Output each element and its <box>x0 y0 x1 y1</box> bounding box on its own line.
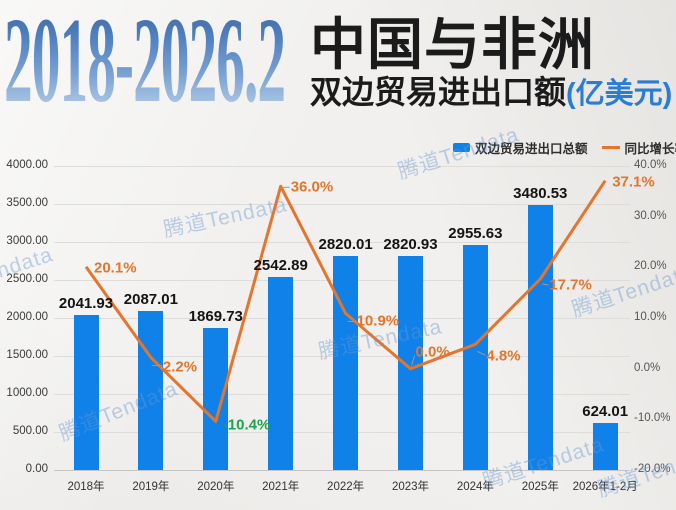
x-axis-label: 2023年 <box>391 481 430 493</box>
growth-rate-label: 10.9% <box>356 312 400 330</box>
left-axis-tick: 2500.00 <box>6 273 48 285</box>
line-series-legend-label: 同比增长率 <box>624 142 676 156</box>
growth-rate-label: 20.1% <box>94 259 137 277</box>
bar-value-label: 2041.93 <box>58 294 114 312</box>
trade-bar <box>592 422 618 470</box>
left-axis-tick: 0.00 <box>25 463 48 475</box>
trade-bar <box>527 205 553 470</box>
growth-rate-label: 0.0% <box>415 343 450 361</box>
trade-bar <box>203 327 229 470</box>
bar-value-label: 2820.01 <box>318 235 373 253</box>
x-axis-label: 2019年 <box>132 481 170 493</box>
trade-bar <box>462 245 488 470</box>
trade-bar <box>333 255 359 470</box>
title-subtitle-text: 双边贸易进出口额 <box>310 74 567 111</box>
bar-value-label: 2955.63 <box>448 225 503 243</box>
growth-rate-label: 36.0% <box>290 178 334 196</box>
left-axis-tick: 1000.00 <box>6 387 48 399</box>
grid-line <box>54 204 630 205</box>
trade-bar <box>268 276 294 470</box>
right-axis-tick: 40.0% <box>634 159 667 171</box>
bar-value-label: 2087.01 <box>123 291 179 309</box>
x-axis-label: 2021年 <box>262 481 300 493</box>
label-leader-line <box>411 355 415 366</box>
left-axis-tick: 1500.00 <box>6 349 48 361</box>
title-unit-label: (亿美元) <box>566 78 673 111</box>
x-axis-label: 2026年1-2月 <box>572 481 638 493</box>
x-axis-label: 2022年 <box>327 481 365 493</box>
title-main: 中国与非洲 <box>310 13 595 76</box>
label-leader-line <box>542 283 549 286</box>
chart-legend: 双边贸易进出口总额 同比增长率 <box>453 138 676 157</box>
bar-series-legend-label: 双边贸易进出口总额 <box>475 142 588 156</box>
trade-bar <box>138 311 164 470</box>
right-axis-tick: 30.0% <box>634 209 667 222</box>
trade-bar <box>73 314 99 470</box>
grid-line <box>54 242 630 243</box>
left-axis-tick: 3000.00 <box>6 235 48 247</box>
line-series-swatch-icon <box>601 146 620 149</box>
title-subtitle: 双边贸易进出口额(亿美元) <box>310 74 673 111</box>
left-axis-tick: 500.00 <box>12 425 48 437</box>
left-axis-tick: 4000.00 <box>6 159 48 171</box>
bar-value-label: 3480.53 <box>513 185 568 203</box>
growth-rate-line <box>84 179 607 423</box>
right-axis-tick: -20.0% <box>634 463 671 475</box>
growth-rate-label: 37.1% <box>612 173 655 191</box>
label-leader-line <box>477 350 486 356</box>
title-year-range: 2018-2026.2 <box>4 0 286 128</box>
bar-value-label: 2542.89 <box>253 256 308 274</box>
grid-line <box>54 470 630 471</box>
growth-rate-label: -10.4% <box>222 416 271 434</box>
bar-series-swatch-icon <box>453 143 470 152</box>
x-axis-label: 2025年 <box>521 481 559 493</box>
bar-value-label: 2820.93 <box>383 235 438 253</box>
growth-rate-label: 4.8% <box>486 347 521 365</box>
bar-value-label: 1869.73 <box>188 307 243 325</box>
growth-rate-label: 17.7% <box>549 276 592 294</box>
left-axis-tick: 2000.00 <box>6 311 48 323</box>
right-axis-tick: 20.0% <box>634 260 667 273</box>
right-axis-tick: -10.0% <box>634 412 671 425</box>
x-axis-label: 2018年 <box>67 481 105 493</box>
bar-value-label: 624.01 <box>582 402 629 420</box>
right-axis-tick: 0.0% <box>634 361 661 374</box>
growth-rate-label: 2.2% <box>162 358 198 376</box>
left-axis-tick: 3500.00 <box>6 197 48 209</box>
title-block: 中国与非洲 双边贸易进出口额(亿美元) <box>310 16 672 110</box>
grid-line <box>54 166 630 167</box>
x-axis-label: 2024年 <box>456 481 494 493</box>
x-axis-label: 2020年 <box>197 481 235 493</box>
right-axis-tick: 10.0% <box>634 311 667 323</box>
